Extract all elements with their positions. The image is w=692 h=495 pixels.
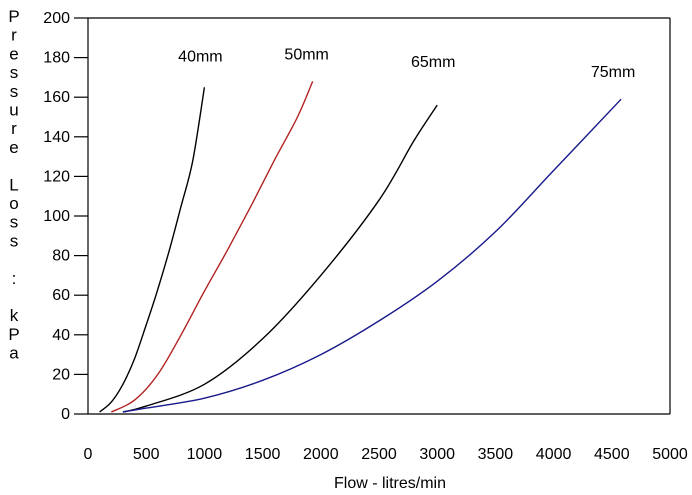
x-tick-label: 500 — [133, 446, 160, 463]
y-tick-label: 20 — [52, 366, 70, 383]
y-axis-title-char: e — [9, 44, 18, 63]
y-tick-label: 0 — [61, 406, 70, 423]
x-tick-group: 0 500 1000 1500 2000 2500 3000 3500 4000 4500 5000 — [84, 446, 688, 463]
y-axis-title-char: e — [9, 138, 18, 157]
x-tick-label: 0 — [84, 446, 93, 463]
y-tick-label: 120 — [43, 168, 70, 185]
y-axis-title-char: a — [9, 344, 19, 363]
y-axis-title-char: s — [10, 231, 19, 250]
x-tick-label: 3000 — [419, 446, 455, 463]
series-label-group: 40mm 50mm 65mm 75mm — [178, 46, 635, 81]
y-axis-title-char: P — [8, 7, 19, 26]
series-line-50mm — [110, 81, 314, 413]
x-axis-title: Flow - litres/min — [334, 475, 446, 492]
series-line-75mm — [122, 98, 622, 413]
y-axis-title-char: r — [11, 26, 17, 45]
series-label-75mm: 75mm — [591, 64, 635, 81]
y-axis-title-char: s — [10, 63, 19, 82]
y-tick-label: 200 — [43, 10, 70, 27]
series-line-40mm — [99, 87, 206, 413]
x-tick-label: 2000 — [303, 446, 339, 463]
y-axis-title-char: r — [11, 119, 17, 138]
series-group — [99, 81, 622, 413]
y-axis-title-char: s — [10, 82, 19, 101]
x-tick-label: 5000 — [652, 446, 688, 463]
y-tick-label: 40 — [52, 327, 70, 344]
y-tick-label: 100 — [43, 208, 70, 225]
y-axis-title-char: : — [12, 269, 17, 288]
x-tick-label: 1000 — [187, 446, 223, 463]
series-line-65mm — [122, 104, 438, 413]
x-tick-label: 4500 — [594, 446, 630, 463]
y-tick-label: 80 — [52, 248, 70, 265]
y-axis-title-char: s — [10, 213, 19, 232]
x-tick-label: 4000 — [536, 446, 572, 463]
series-label-40mm: 40mm — [178, 48, 222, 65]
y-tick-label: 60 — [52, 287, 70, 304]
x-tick-label: 3500 — [478, 446, 514, 463]
y-tick-group: 0 20 40 60 80 100 120 140 160 180 200 — [43, 10, 88, 423]
x-tick-label: 2500 — [361, 446, 397, 463]
y-axis-title-char: P — [8, 325, 19, 344]
series-label-50mm: 50mm — [284, 46, 328, 63]
y-axis-title-char: u — [9, 101, 18, 120]
y-tick-label: 160 — [43, 89, 70, 106]
y-tick-label: 180 — [43, 50, 70, 67]
series-label-65mm: 65mm — [411, 54, 455, 71]
y-axis-title-char: o — [9, 194, 18, 213]
y-axis-title-char: k — [10, 306, 19, 325]
y-axis-title-char: L — [9, 175, 18, 194]
y-tick-label: 140 — [43, 129, 70, 146]
x-tick-label: 1500 — [245, 446, 281, 463]
